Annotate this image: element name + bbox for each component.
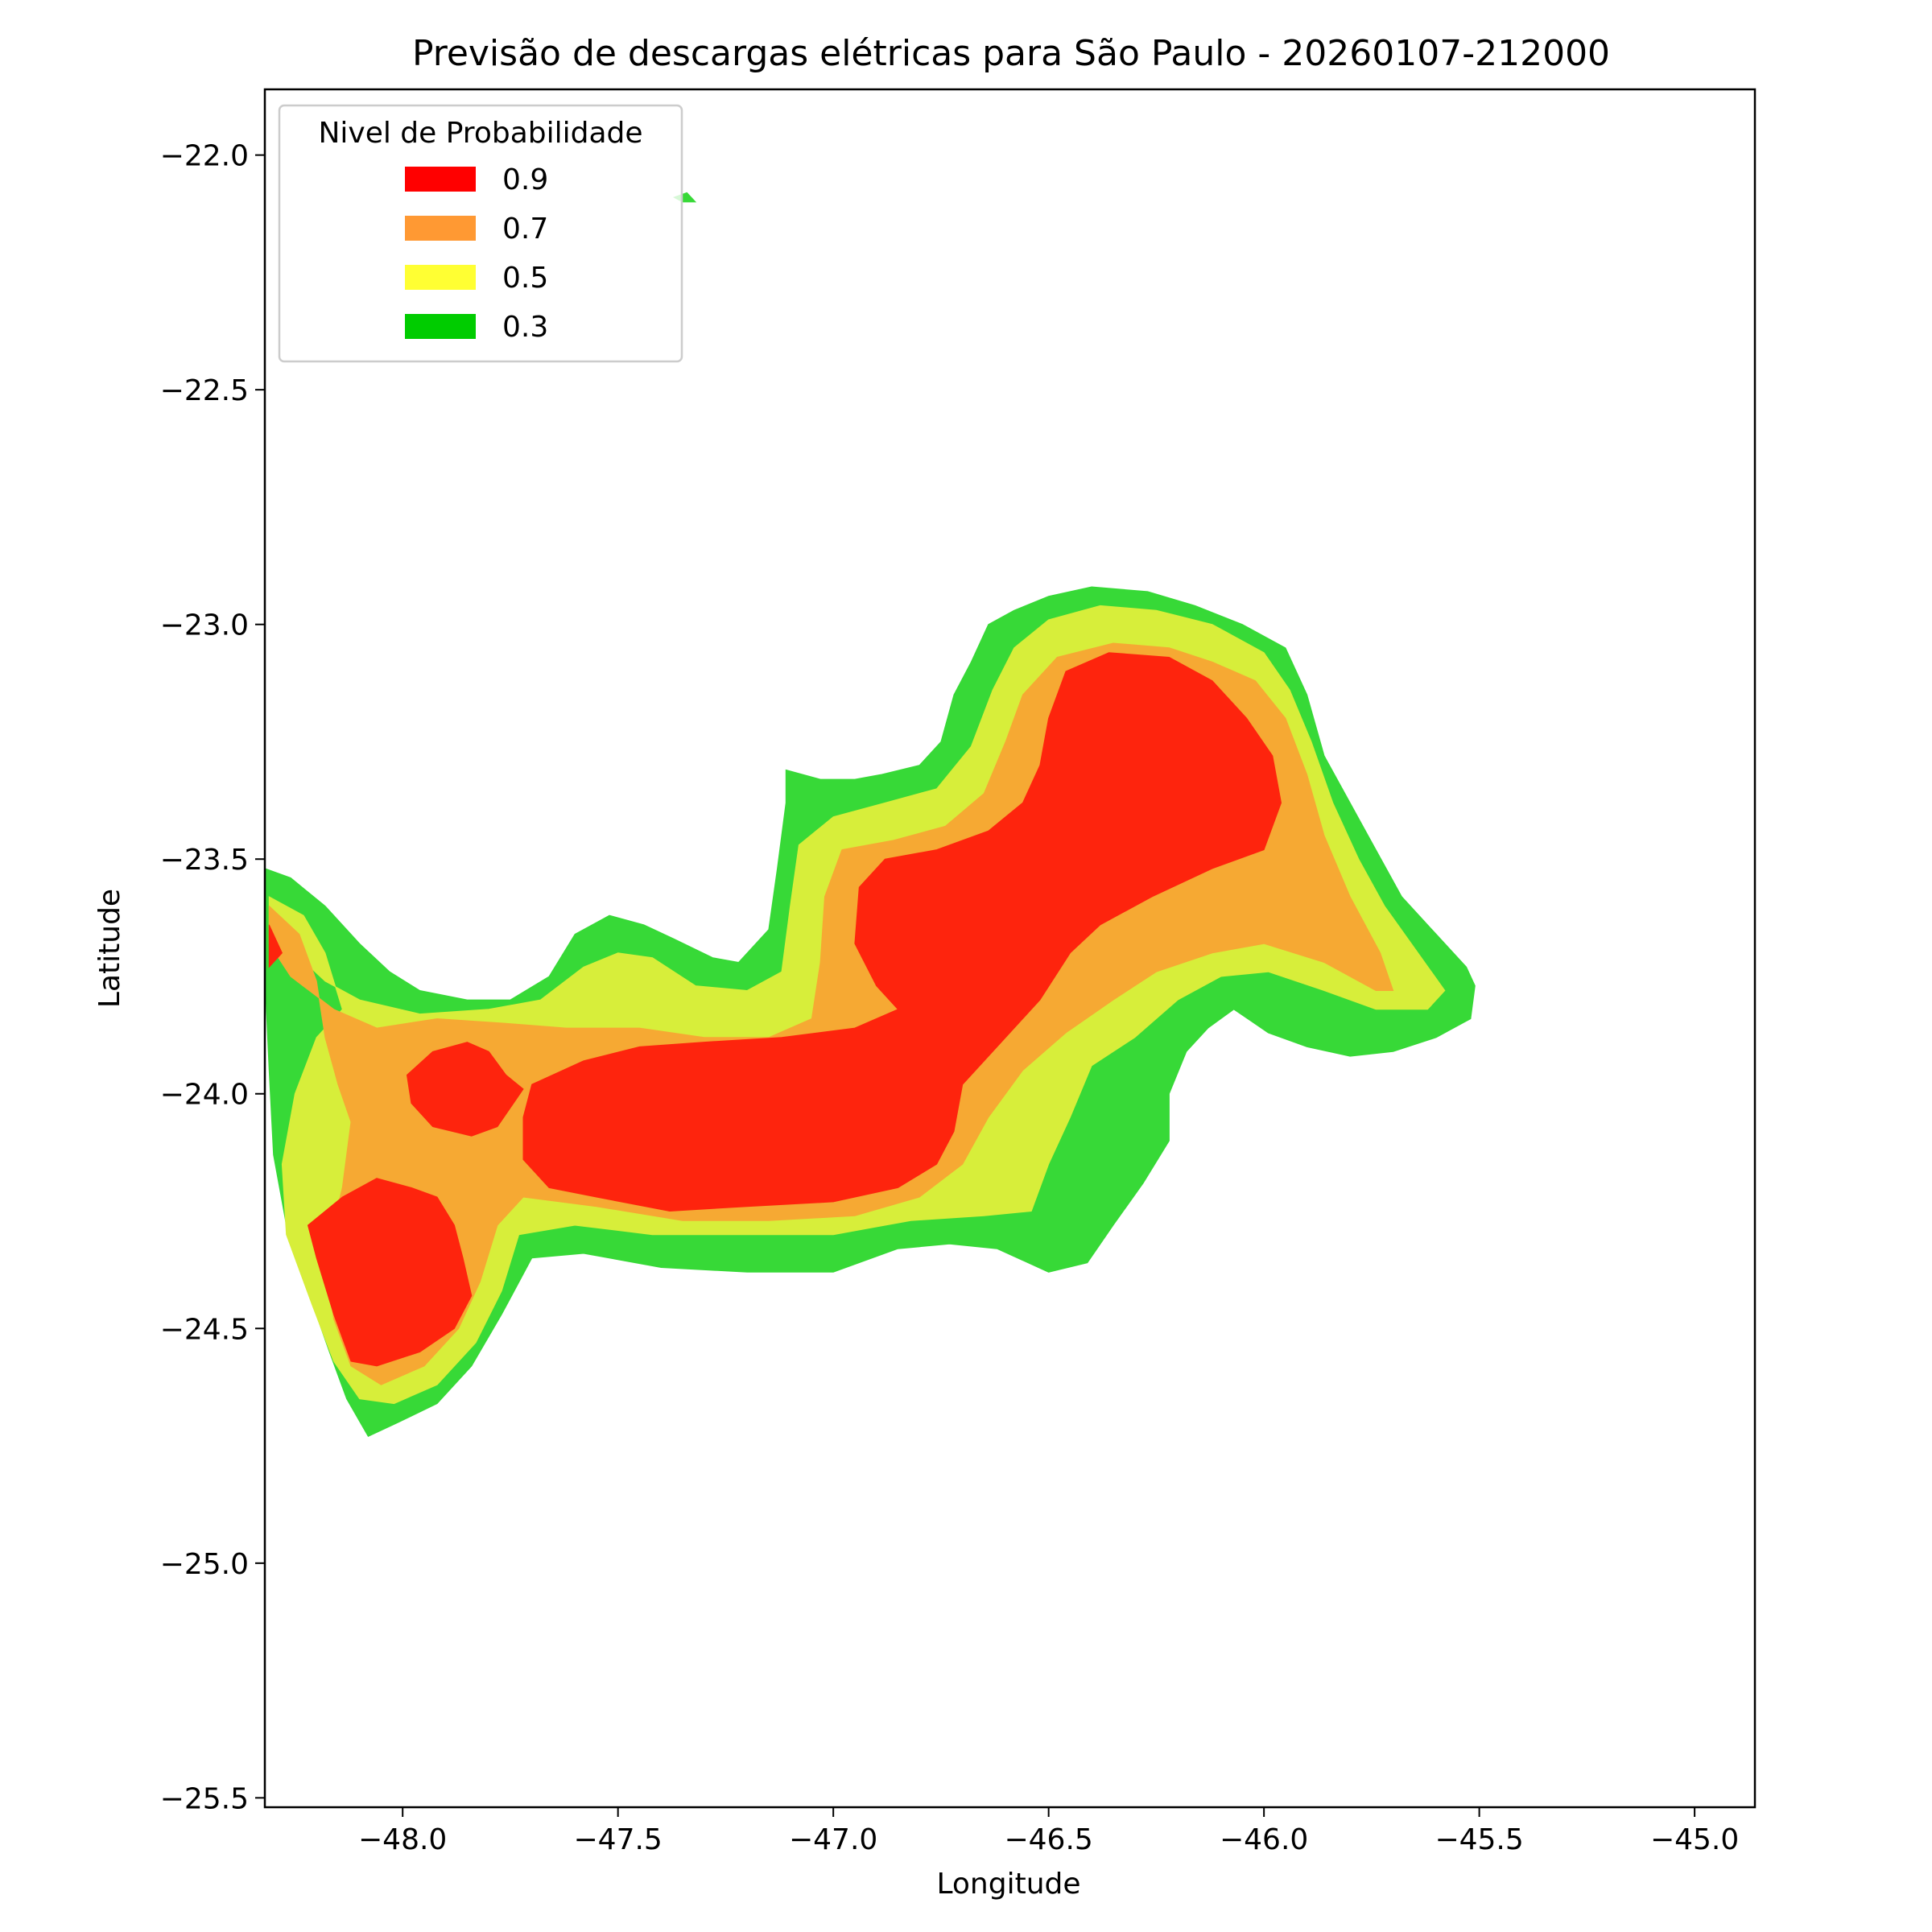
y-tick-label: −24.0 [160,1079,249,1112]
y-axis-label: Latitude [93,889,126,1008]
y-tick-label: −22.0 [160,140,249,173]
legend-label: 0.7 [502,213,548,246]
y-tick-label: −23.5 [160,844,249,877]
y-tick-label: −22.5 [160,374,249,407]
x-tick-label: −47.0 [789,1823,877,1856]
x-axis: −48.0 −47.5 −47.0 −46.5 −46.0 −45.5 −45.0 [358,1807,1739,1856]
contour-region-09-2 [307,1178,473,1367]
legend-box [278,104,683,363]
legend-label: 0.3 [502,311,548,344]
x-tick-label: −46.0 [1220,1823,1308,1856]
legend-title: Nivel de Probabilidade [318,117,642,150]
contour-region-09-0 [268,924,283,968]
x-tick-label: −46.5 [1004,1823,1092,1856]
legend: Nivel de Probabilidade 0.9 0.7 0.5 0.3 [278,104,683,363]
legend-swatch [405,216,476,241]
axes-frame [263,88,1757,1809]
y-axis: −22.0 −22.5 −23.0 −23.5 −24.0 −24.5 −25.0 −25.5 [160,140,265,1815]
y-tick-label: −25.5 [160,1782,249,1815]
legend-swatch [405,314,476,339]
x-tick-label: −48.0 [358,1823,447,1856]
chart-title: Previsão de descargas elétricas para São… [412,33,1610,74]
plot-area [264,192,1476,1438]
y-tick-label: −25.0 [160,1548,249,1581]
x-tick-label: −45.0 [1650,1823,1739,1856]
y-tick-label: −23.0 [160,609,249,642]
x-tick-label: −45.5 [1435,1823,1523,1856]
legend-label: 0.9 [502,163,548,196]
legend-swatch [405,265,476,290]
legend-label: 0.5 [502,262,548,295]
legend-swatch [405,167,476,192]
x-axis-label: Longitude [936,1868,1080,1901]
x-tick-label: −47.5 [574,1823,663,1856]
contour-region-09-1 [406,1042,524,1137]
y-tick-label: −24.5 [160,1313,249,1346]
contour-region-09-3 [522,652,1282,1212]
